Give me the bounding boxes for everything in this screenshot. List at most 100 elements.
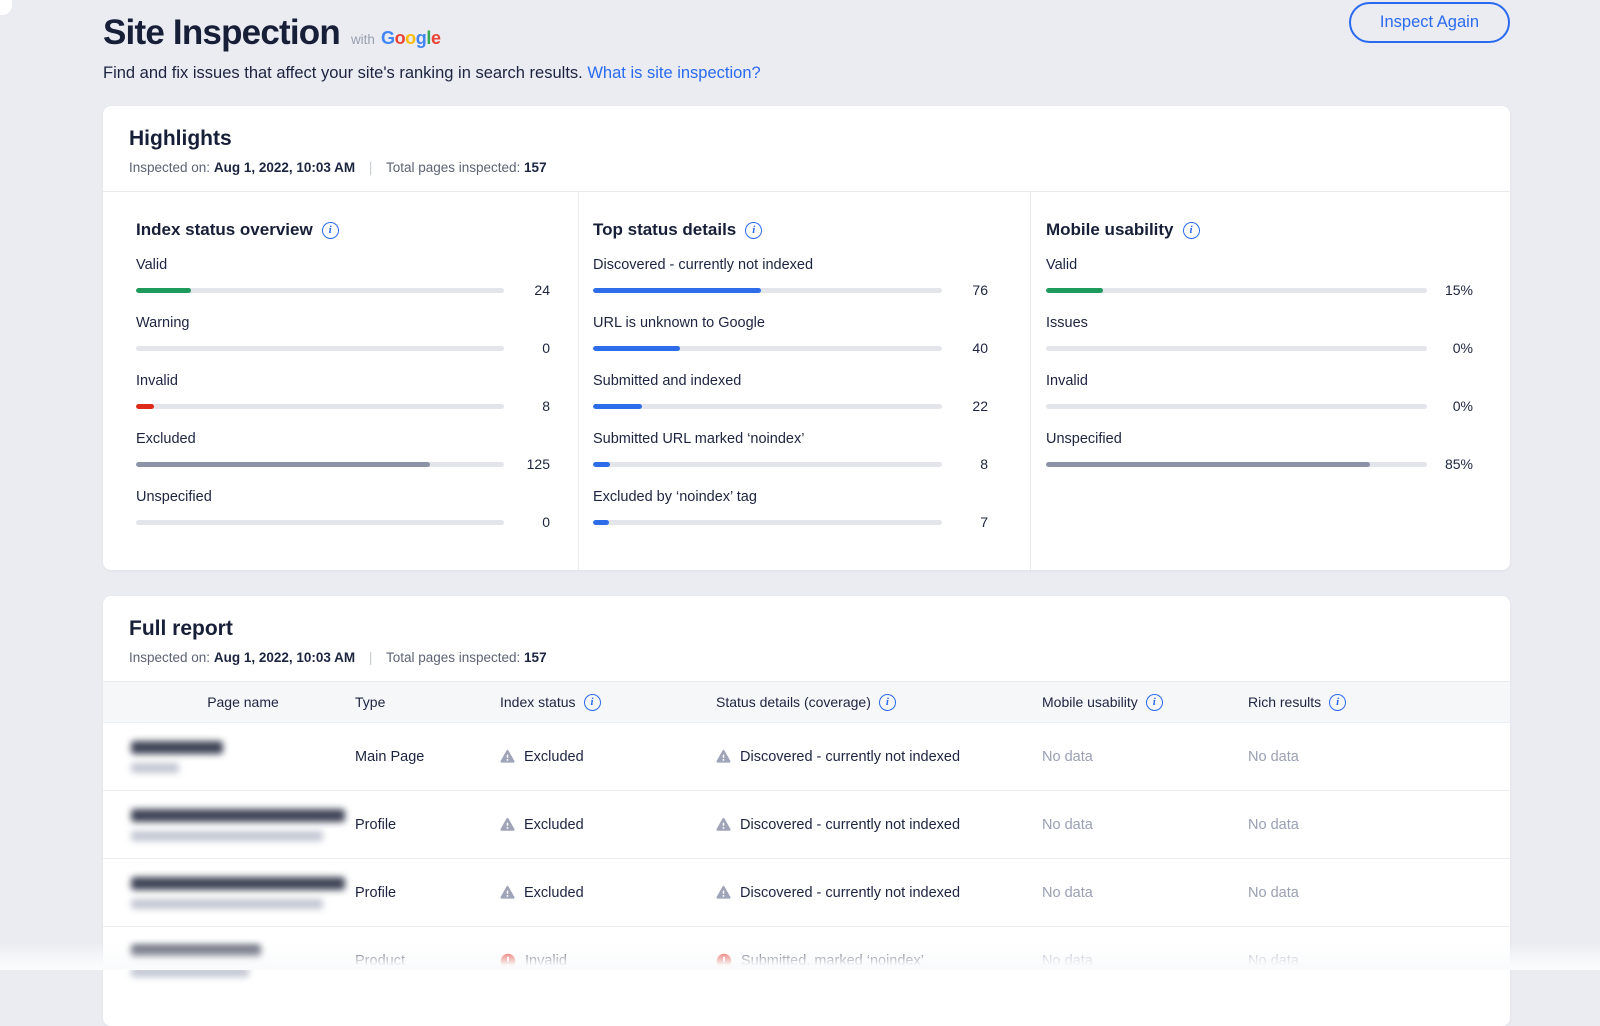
table-row: Profile Excluded Discovered - currently no… xyxy=(103,858,1510,926)
info-icon[interactable]: i xyxy=(1329,693,1347,711)
table-header: Page name Type Index status i Status details… xyxy=(103,681,1510,722)
redacted-page-subtitle xyxy=(131,762,179,773)
google-letter: o xyxy=(405,28,416,48)
progress-fill xyxy=(593,345,681,351)
metric-value: 40 xyxy=(972,340,988,356)
info-icon[interactable]: i xyxy=(745,221,763,239)
status-details-label: Discovered - currently not indexed xyxy=(740,816,961,833)
metric-bar-row: 8 xyxy=(593,456,988,472)
index-status-label: Invalid xyxy=(525,952,567,969)
progress-fill xyxy=(136,403,155,409)
progress-fill xyxy=(593,519,609,525)
highlight-column-title: Top status details xyxy=(593,220,737,239)
mobile-usability-cell: No data xyxy=(1042,816,1093,833)
progress-fill xyxy=(593,403,642,409)
info-icon[interactable]: i xyxy=(1182,221,1200,239)
metric-label: Invalid xyxy=(1046,373,1088,389)
progress-fill xyxy=(593,287,761,293)
warning-icon xyxy=(500,749,515,764)
info-icon[interactable]: i xyxy=(1145,693,1163,711)
index-status-cell: Excluded xyxy=(500,885,716,901)
highlights-columns: Index status overview i Valid 24 Warning 0 Inv… xyxy=(103,191,1510,570)
metric-row: Excluded by ‘noindex’ tag 7 xyxy=(593,489,988,530)
metric-bar-row: 125 xyxy=(136,456,550,472)
metric-row: Discovered - currently not indexed 76 xyxy=(593,257,988,298)
google-letter: G xyxy=(380,28,395,48)
full-report-table: Page name Type Index status i Status details… xyxy=(103,681,1510,994)
inspect-again-button[interactable]: Inspect Again xyxy=(1348,2,1510,43)
metric-bar-row: 15% xyxy=(1046,282,1473,298)
page-name-redacted xyxy=(103,808,355,841)
metric-bar-row: 0% xyxy=(1046,340,1473,356)
page-name-redacted xyxy=(103,740,355,773)
full-report-title: Full report xyxy=(129,617,233,640)
inspected-on-label: Inspected on: xyxy=(129,160,211,175)
progress-track xyxy=(593,345,942,351)
progress-track xyxy=(1046,403,1427,409)
redacted-page-subtitle xyxy=(131,830,323,841)
column-header-label: Status details (coverage) xyxy=(716,694,871,710)
progress-track xyxy=(136,519,504,525)
metric-value: 8 xyxy=(980,456,988,472)
metric-label: Warning xyxy=(136,315,190,331)
progress-track xyxy=(1046,345,1427,351)
total-pages-value: 157 xyxy=(524,650,547,665)
google-letter: e xyxy=(431,28,441,48)
highlight-column: Index status overview i Valid 24 Warning 0 Inv… xyxy=(103,192,578,570)
metric-value: 24 xyxy=(534,282,550,298)
panel-corner xyxy=(0,0,12,15)
highlights-card: Highlights Inspected on: Aug 1, 2022, 10… xyxy=(103,106,1510,570)
page-type: Profile xyxy=(355,884,397,901)
what-is-site-inspection-link[interactable]: What is site inspection? xyxy=(587,64,761,82)
progress-fill xyxy=(136,287,192,293)
info-icon[interactable]: i xyxy=(583,693,601,711)
page-type: Product xyxy=(355,952,405,969)
metric-value: 0 xyxy=(542,340,550,356)
highlight-column: Top status details i Discovered - currentl… xyxy=(578,192,1031,570)
status-details-cell: Discovered - currently not indexed xyxy=(716,749,1042,765)
status-details-label: Discovered - currently not indexed xyxy=(740,748,961,765)
column-header: Page name xyxy=(103,694,355,710)
metric-label: Unspecified xyxy=(1046,431,1122,447)
progress-track xyxy=(136,461,504,467)
metric-row: Warning 0 xyxy=(136,315,550,356)
google-logo: Google xyxy=(381,28,441,49)
progress-track xyxy=(593,287,942,293)
metric-value: 8 xyxy=(542,398,550,414)
warning-icon xyxy=(500,817,515,832)
column-header-label: Rich results xyxy=(1248,694,1322,710)
metric-row: Valid 24 xyxy=(136,257,550,298)
metric-value: 22 xyxy=(972,398,988,414)
metric-bar-row: 76 xyxy=(593,282,988,298)
metric-value: 7 xyxy=(980,514,988,530)
progress-track xyxy=(136,345,504,351)
page-name-redacted xyxy=(103,944,355,977)
index-status-label: Excluded xyxy=(524,884,584,901)
meta-separator: | xyxy=(368,650,373,665)
highlight-column-header: Top status details i xyxy=(593,220,988,240)
metric-row: Valid 15% xyxy=(1046,257,1473,298)
table-body: Main Page Excluded Discovered - currently … xyxy=(103,722,1510,994)
metric-label: Excluded xyxy=(136,431,196,447)
metric-bar-row: 8 xyxy=(136,398,550,414)
column-header-label: Index status xyxy=(500,694,576,710)
metric-label: Unspecified xyxy=(136,489,212,505)
redacted-page-title xyxy=(131,808,345,822)
metric-row: Invalid 8 xyxy=(136,373,550,414)
full-report-card: Full report Inspected on: Aug 1, 2022, 1… xyxy=(103,596,1510,1026)
metric-bar-row: 24 xyxy=(136,282,550,298)
status-details-cell: Discovered - currently not indexed xyxy=(716,885,1042,901)
highlight-column-header: Index status overview i xyxy=(136,220,550,240)
info-icon[interactable]: i xyxy=(878,693,896,711)
metric-bar-row: 7 xyxy=(593,514,988,530)
status-details-label: Discovered - currently not indexed xyxy=(740,884,961,901)
warning-icon xyxy=(716,885,731,900)
metric-label: Invalid xyxy=(136,373,178,389)
mobile-usability-cell: No data xyxy=(1042,952,1093,969)
metric-bar-row: 0 xyxy=(136,514,550,530)
column-header-label: Type xyxy=(355,694,386,710)
metric-bar-row: 0 xyxy=(136,340,550,356)
info-icon[interactable]: i xyxy=(321,221,339,239)
highlights-meta: Inspected on: Aug 1, 2022, 10:03 AM | To… xyxy=(129,160,1484,175)
metric-row: Submitted URL marked ‘noindex’ 8 xyxy=(593,431,988,472)
